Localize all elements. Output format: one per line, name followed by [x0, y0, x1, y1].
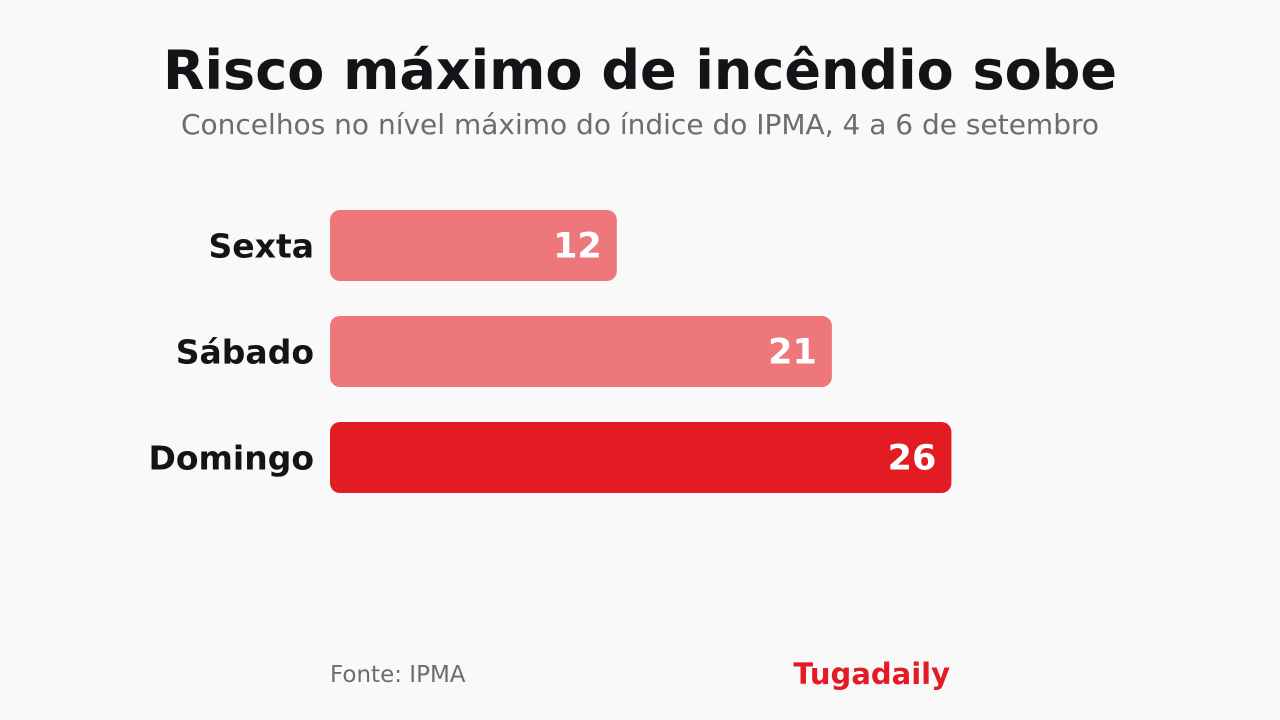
category-label-1: Sábado — [176, 333, 314, 372]
value-label-1: 21 — [768, 333, 817, 373]
category-label-2: Domingo — [148, 439, 314, 478]
value-label-0: 12 — [553, 227, 602, 267]
source-note: Fonte: IPMA — [330, 662, 466, 688]
category-label-0: Sexta — [209, 227, 314, 266]
bar-1 — [330, 316, 832, 387]
chart-subtitle: Concelhos no nível máximo do índice do I… — [180, 108, 1099, 141]
value-label-2: 26 — [888, 439, 937, 479]
bar-2 — [330, 422, 952, 493]
bar-0 — [330, 210, 617, 281]
chart-title: Risco máximo de incêndio sobe — [162, 39, 1118, 102]
brand-logo: Tugadaily — [793, 657, 950, 691]
